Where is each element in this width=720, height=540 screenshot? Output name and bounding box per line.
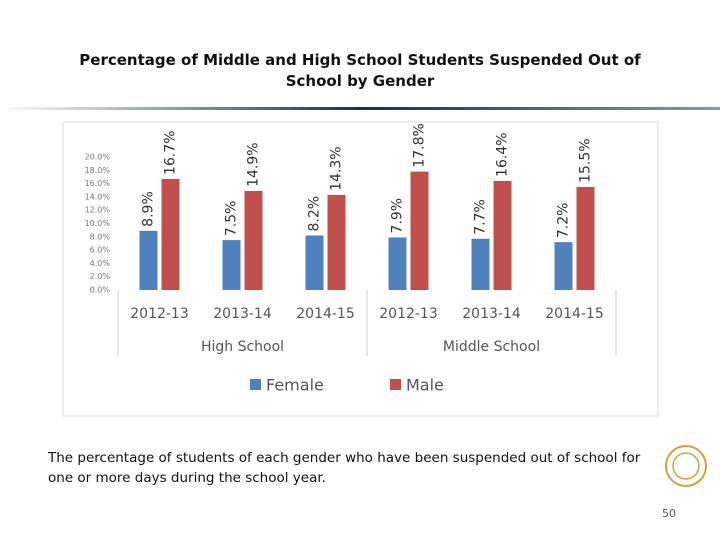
y-tick-label: 6.0% [90,246,111,255]
bar [388,237,407,290]
page-number: 50 [662,507,676,520]
bar [576,186,595,290]
bar [327,194,346,290]
x-tick-label: 2013-14 [462,306,521,322]
chart-title: Percentage of Middle and High School Stu… [79,51,641,90]
seal [665,445,707,487]
value-label: 15.5% [578,138,594,182]
bar [244,190,263,290]
x-tick-label: 2014-15 [296,306,355,322]
bar [493,180,512,290]
y-tick-label: 14.0% [85,192,111,201]
legend-swatch [390,379,401,390]
bar [139,230,158,290]
bar [161,178,180,290]
x-tick-label: 2014-15 [545,306,604,322]
value-label: 7.2% [556,203,572,239]
x-tick-label: 2012-13 [379,306,438,322]
y-tick-label: 18.0% [85,166,111,175]
value-label: 7.9% [390,198,406,234]
chart-frame [62,121,659,417]
value-label: 16.4% [495,132,511,176]
x-tick-label: 2013-14 [213,306,272,322]
y-tick-label: 20.0% [85,153,111,162]
y-tick-label: 10.0% [85,219,111,228]
legend-label: Female [266,376,324,395]
value-label: 8.2% [307,196,323,232]
value-label: 16.7% [163,130,179,174]
y-tick-label: 0.0% [90,286,111,295]
bar [305,235,324,290]
legend-label: Male [406,376,444,395]
value-label: 8.9% [141,191,157,227]
bar [410,171,429,290]
y-tick-label: 4.0% [90,259,111,268]
y-tick-label: 8.0% [90,232,111,241]
bar [554,242,573,290]
value-label: 7.5% [224,201,240,237]
bar [222,240,241,290]
caption: The percentage of students of each gende… [48,450,641,486]
legend-swatch [250,379,261,390]
value-label: 7.7% [473,199,489,235]
value-label: 14.3% [329,146,345,190]
value-label: 14.9% [246,142,262,186]
group-label: High School [201,339,284,355]
group-label: Middle School [443,339,540,355]
x-tick-label: 2012-13 [130,306,189,322]
y-tick-label: 12.0% [85,206,111,215]
title-rule [0,107,720,110]
y-tick-label: 16.0% [85,179,111,188]
y-tick-label: 2.0% [90,272,111,281]
value-label: 17.8% [412,123,428,167]
bar [471,238,490,290]
